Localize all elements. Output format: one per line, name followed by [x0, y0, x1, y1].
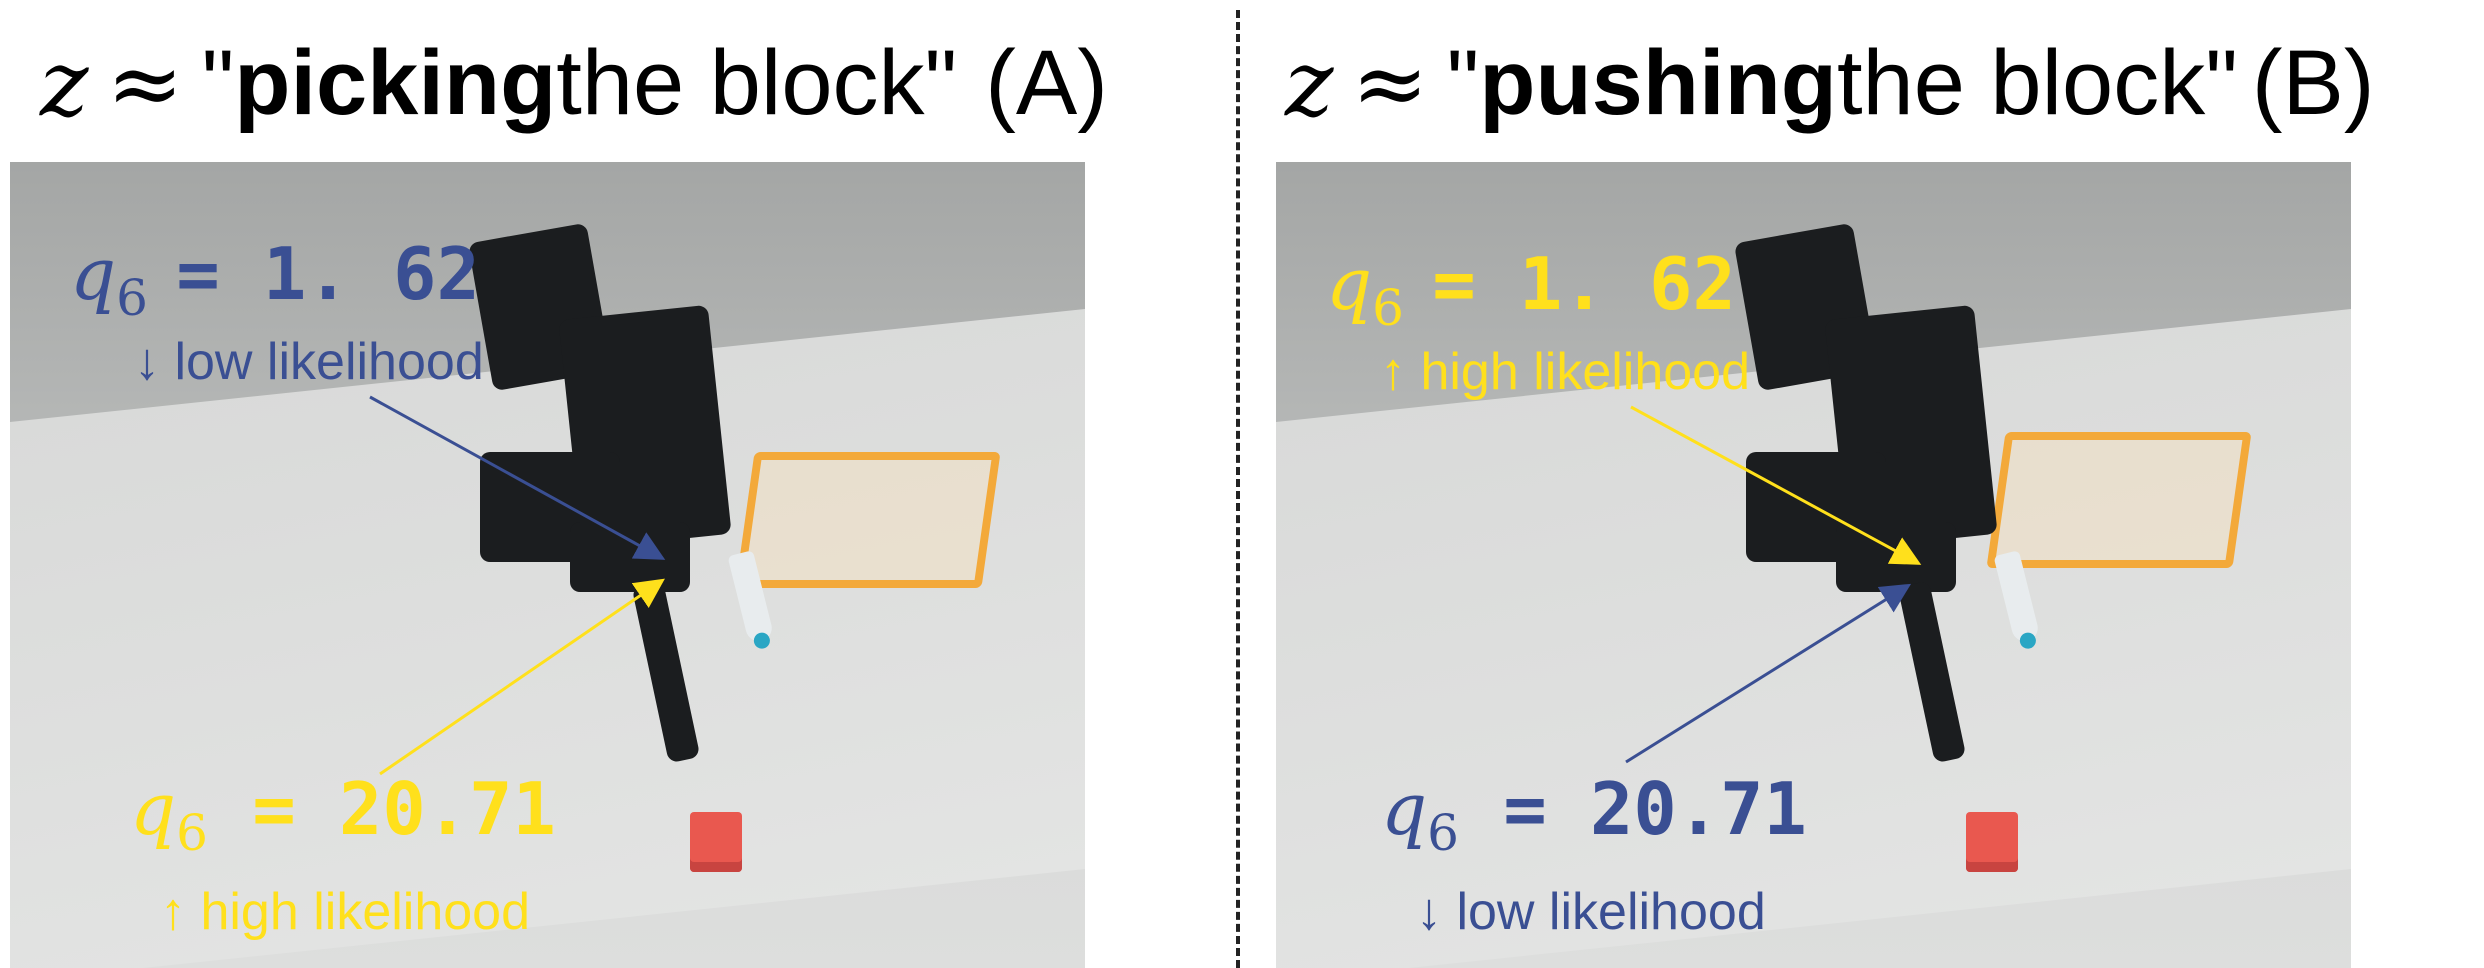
panel-b-title: z ≈ " pushing the block" (B) [1285, 28, 2375, 138]
bottom-q-value: q6 = 20.71 [1381, 767, 1807, 862]
arrows [1625, 405, 1922, 764]
panel-b-photo: q6 = 1. 62 ↑ high likelihood q6 = 20.71 … [1276, 162, 2351, 968]
title-bold-word: pushing [1479, 31, 1837, 134]
high-likelihood-arrow [379, 578, 665, 776]
bottom-likelihood-label: ↓ low likelihood [1416, 883, 1766, 941]
title-rest: the block" [1836, 31, 2238, 134]
top-q-value: q6 = 1. 62 [1326, 242, 1736, 337]
low-likelihood-arrow [1625, 583, 1912, 764]
gripper-body [570, 522, 690, 592]
z-symbol: z [40, 29, 89, 137]
bottom-likelihood-label: ↑ high likelihood [160, 883, 531, 941]
high-likelihood-arrow [1630, 405, 1922, 565]
panel-tag: (A) [985, 31, 1108, 134]
panel-a-title: z ≈ " picking the block" (A) [40, 28, 1108, 138]
arrows [369, 395, 666, 776]
quote-open: " [1446, 31, 1480, 134]
title-bold-word: picking [234, 31, 557, 134]
top-likelihood-label: ↑ high likelihood [1380, 343, 1751, 401]
red-block [690, 812, 742, 872]
approx-symbol: ≈ [1351, 29, 1429, 137]
top-likelihood-label: ↓ low likelihood [134, 333, 484, 391]
low-likelihood-arrow [369, 395, 666, 560]
top-q-value: q6 = 1. 62 [70, 232, 480, 327]
bottom-q-value: q6 = 20.71 [130, 767, 556, 862]
approx-symbol: ≈ [106, 29, 184, 137]
dashed-divider [1236, 10, 1240, 968]
panel-tag: (B) [2251, 31, 2375, 134]
title-rest: the block" [556, 31, 958, 134]
red-block [1966, 812, 2018, 872]
quote-open: " [201, 31, 235, 134]
panel-a-photo: q6 = 1. 62 ↓ low likelihood q6 = 20.71 ↑… [10, 162, 1085, 968]
z-symbol: z [1285, 29, 1334, 137]
